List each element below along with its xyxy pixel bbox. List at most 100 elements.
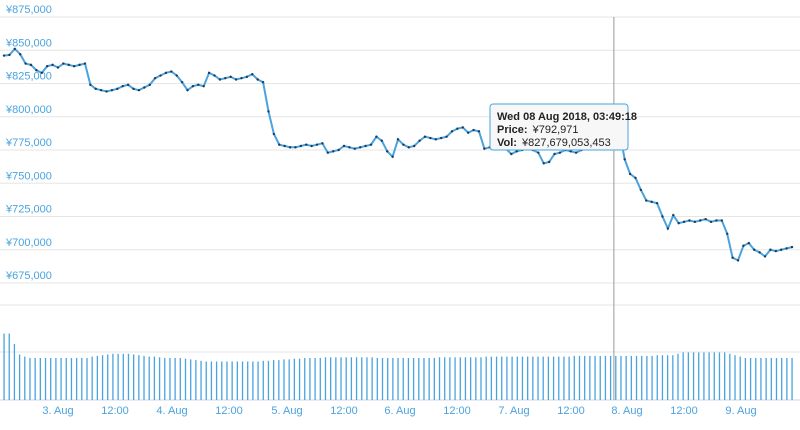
volume-bar bbox=[724, 352, 726, 400]
price-point bbox=[704, 217, 707, 221]
volume-bar bbox=[195, 360, 197, 400]
price-point bbox=[753, 248, 756, 251]
price-point bbox=[418, 139, 421, 142]
volume-bar bbox=[573, 355, 575, 400]
y-tick-label: ¥800,000 bbox=[5, 104, 52, 116]
price-point bbox=[310, 144, 313, 148]
volume-bar bbox=[786, 358, 788, 400]
tooltip-date: Wed 08 Aug 2018, 03:49:18 bbox=[497, 111, 637, 123]
volume-bar bbox=[75, 358, 78, 400]
volume-bar bbox=[60, 358, 62, 400]
volume-bar bbox=[350, 357, 353, 400]
volume-bar bbox=[459, 357, 461, 400]
volume-bar bbox=[381, 358, 384, 400]
volume-bar bbox=[444, 357, 446, 400]
y-tick-label: ¥850,000 bbox=[5, 37, 52, 49]
y-tick-label: ¥725,000 bbox=[5, 204, 52, 216]
price-point bbox=[326, 151, 330, 154]
tooltip-price-label: Price: bbox=[497, 124, 528, 136]
price-point bbox=[774, 249, 778, 253]
volume-bar bbox=[205, 361, 207, 400]
volume-bar bbox=[283, 359, 285, 400]
tooltip-price-value: ¥792,971 bbox=[532, 124, 579, 136]
volume-bar bbox=[55, 358, 57, 400]
volume-bar bbox=[423, 358, 425, 400]
price-point bbox=[510, 152, 513, 156]
volume-bar bbox=[433, 358, 435, 400]
price-point bbox=[337, 148, 340, 152]
x-tick-label: 12:00 bbox=[557, 405, 585, 417]
price-point bbox=[67, 63, 70, 67]
volume-bar bbox=[568, 356, 570, 400]
x-tick-label: 12:00 bbox=[215, 405, 243, 417]
price-point bbox=[153, 76, 157, 80]
price-point bbox=[126, 83, 130, 87]
price-point bbox=[121, 84, 124, 88]
volume-bar bbox=[604, 355, 607, 400]
volume-bar bbox=[506, 356, 508, 400]
volume-bar bbox=[8, 333, 10, 400]
volume-bar bbox=[620, 355, 622, 400]
y-tick-label: ¥750,000 bbox=[5, 170, 52, 182]
x-tick-label: 7. Aug bbox=[498, 405, 529, 417]
price-point bbox=[72, 65, 76, 68]
price-point bbox=[78, 63, 81, 67]
y-tick-label: ¥825,000 bbox=[5, 71, 52, 83]
volume-bar bbox=[133, 354, 135, 400]
volume-bar bbox=[376, 358, 378, 400]
volume-bar bbox=[81, 358, 83, 400]
price-point bbox=[688, 219, 691, 222]
price-point bbox=[45, 65, 49, 68]
price-point bbox=[720, 219, 724, 222]
price-point bbox=[423, 135, 427, 138]
volume-bar bbox=[241, 361, 244, 400]
volume-bar bbox=[324, 357, 327, 400]
volume-bar bbox=[656, 355, 658, 400]
price-point bbox=[24, 62, 27, 65]
volume-bar bbox=[65, 358, 67, 400]
volume-bar bbox=[744, 358, 747, 400]
volume-bar bbox=[599, 355, 601, 400]
volume-bar bbox=[304, 358, 306, 400]
price-point bbox=[245, 75, 249, 79]
price-point bbox=[391, 155, 394, 158]
price-point bbox=[574, 151, 578, 154]
price-point bbox=[94, 87, 97, 91]
volume-bar bbox=[407, 358, 410, 400]
volume-bar bbox=[454, 357, 456, 400]
price-point bbox=[62, 62, 65, 65]
price-point bbox=[35, 69, 38, 72]
x-tick-label: 3. Aug bbox=[42, 405, 73, 417]
price-point bbox=[699, 219, 702, 222]
volume-bar bbox=[143, 355, 145, 400]
price-point bbox=[191, 84, 195, 88]
x-tick-label: 6. Aug bbox=[384, 405, 415, 417]
price-point bbox=[197, 83, 200, 87]
volume-bar bbox=[775, 358, 778, 400]
volume-bar bbox=[480, 357, 482, 400]
price-point bbox=[283, 144, 286, 148]
price-point bbox=[672, 213, 675, 217]
x-tick-label: 9. Aug bbox=[725, 405, 756, 417]
volume-bar bbox=[635, 355, 638, 400]
tooltip-vol-value: ¥827,679,053,453 bbox=[521, 137, 611, 149]
price-point bbox=[461, 126, 464, 129]
volume-bar bbox=[153, 356, 156, 400]
price-point bbox=[780, 248, 783, 251]
price-point bbox=[472, 128, 475, 132]
price-point bbox=[18, 53, 22, 56]
volume-bar bbox=[641, 355, 643, 400]
volume-bar bbox=[117, 353, 119, 400]
volume-bar bbox=[713, 352, 715, 400]
volume-bar bbox=[563, 356, 565, 400]
volume-bar bbox=[127, 353, 130, 400]
volume-bar bbox=[490, 356, 493, 400]
volume-bar bbox=[661, 355, 664, 400]
price-point bbox=[515, 150, 518, 153]
tooltip: Wed 08 Aug 2018, 03:49:18 Price: ¥792,97… bbox=[489, 103, 637, 151]
price-point bbox=[267, 110, 270, 113]
volume-bar bbox=[672, 355, 674, 400]
y-tick-label: ¥875,000 bbox=[5, 4, 52, 16]
volume-bar bbox=[387, 358, 389, 400]
